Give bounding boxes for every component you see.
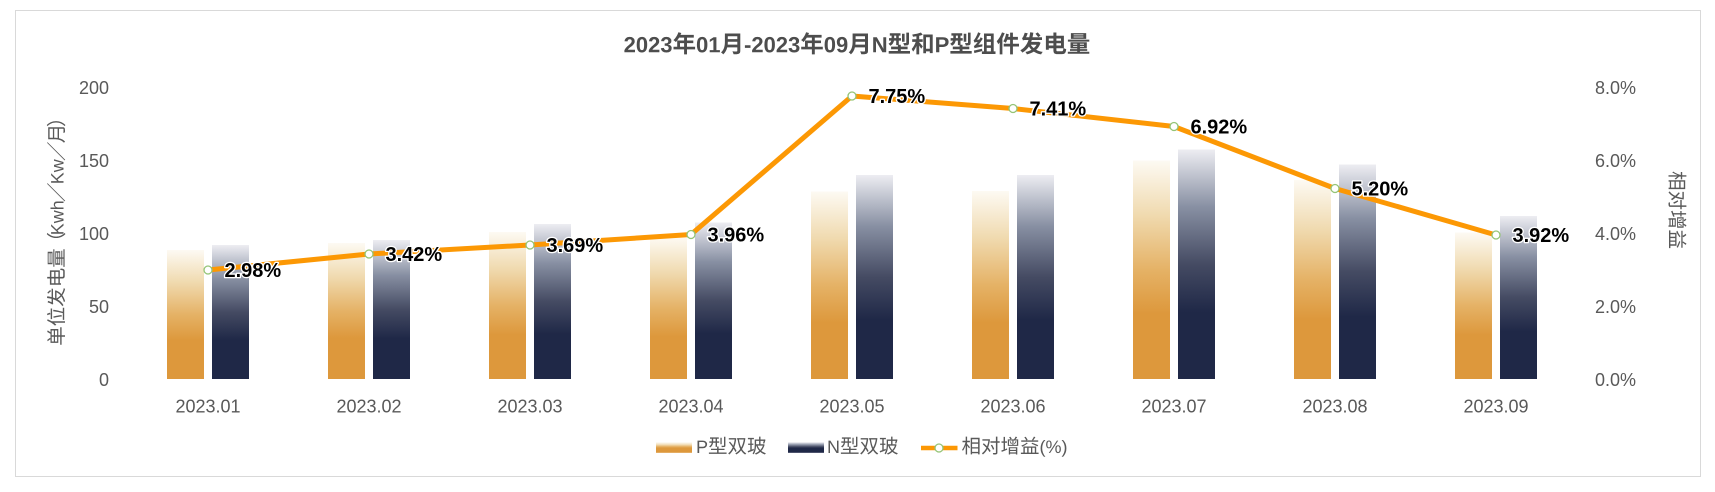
svg-text:2023.01: 2023.01 <box>175 397 240 417</box>
svg-text:7.75%: 7.75% <box>869 86 926 108</box>
svg-text:2023.04: 2023.04 <box>658 397 723 417</box>
svg-text:6.0%: 6.0% <box>1595 151 1636 171</box>
svg-text:2023.06: 2023.06 <box>980 397 1045 417</box>
svg-text:0: 0 <box>99 370 109 390</box>
svg-text:4.0%: 4.0% <box>1595 224 1636 244</box>
svg-text:50: 50 <box>89 297 109 317</box>
svg-text:2023.09: 2023.09 <box>1463 397 1528 417</box>
svg-text:3.92%: 3.92% <box>1513 225 1570 247</box>
svg-text:200: 200 <box>79 78 109 98</box>
svg-text:3.69%: 3.69% <box>547 235 604 257</box>
svg-text:8.0%: 8.0% <box>1595 78 1636 98</box>
svg-text:2.98%: 2.98% <box>225 260 282 282</box>
svg-text:150: 150 <box>79 151 109 171</box>
svg-text:2023.02: 2023.02 <box>336 397 401 417</box>
svg-text:7.41%: 7.41% <box>1030 99 1087 121</box>
svg-text:2.0%: 2.0% <box>1595 297 1636 317</box>
svg-text:0.0%: 0.0% <box>1595 370 1636 390</box>
svg-text:3.96%: 3.96% <box>708 225 765 247</box>
svg-text:6.92%: 6.92% <box>1191 117 1248 139</box>
svg-text:3.42%: 3.42% <box>386 244 443 266</box>
svg-text:100: 100 <box>79 224 109 244</box>
svg-text:2023.05: 2023.05 <box>819 397 884 417</box>
svg-text:5.20%: 5.20% <box>1352 179 1409 201</box>
svg-text:2023.08: 2023.08 <box>1302 397 1367 417</box>
svg-text:2023.07: 2023.07 <box>1141 397 1206 417</box>
svg-text:2023.03: 2023.03 <box>497 397 562 417</box>
